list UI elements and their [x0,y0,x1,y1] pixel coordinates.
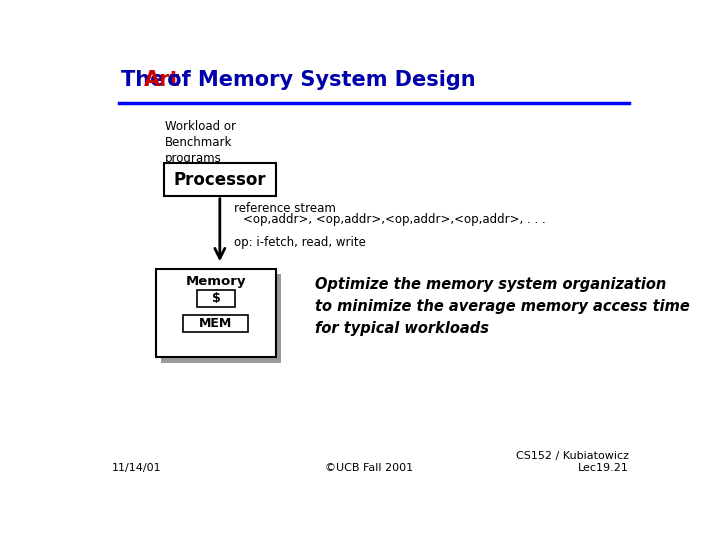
Text: CS152 / Kubiatowicz
Lec19.21: CS152 / Kubiatowicz Lec19.21 [516,451,629,473]
Text: Art: Art [143,70,180,90]
Text: The: The [121,70,171,90]
Text: of Memory System Design: of Memory System Design [160,70,475,90]
Bar [197,291,235,307]
Text: 11/14/01: 11/14/01 [112,463,161,473]
Text: reference stream: reference stream [234,202,336,215]
Text: Workload or
Benchmark
programs: Workload or Benchmark programs [165,120,236,165]
Text: ©UCB Fall 2001: ©UCB Fall 2001 [325,463,413,473]
Text: Memory: Memory [186,275,246,288]
Bar [163,164,276,195]
Text: <op,addr>, <op,addr>,<op,addr>,<op,addr>, . . .: <op,addr>, <op,addr>,<op,addr>,<op,addr>… [243,213,546,226]
Bar [161,274,282,363]
Bar [156,269,276,357]
Text: MEM: MEM [199,317,233,330]
Bar [184,315,248,332]
Text: Optimize the memory system organization
to minimize the average memory access ti: Optimize the memory system organization … [315,276,690,336]
Text: Processor: Processor [174,171,266,188]
Text: op: i-fetch, read, write: op: i-fetch, read, write [234,236,366,249]
Text: $: $ [212,292,220,306]
